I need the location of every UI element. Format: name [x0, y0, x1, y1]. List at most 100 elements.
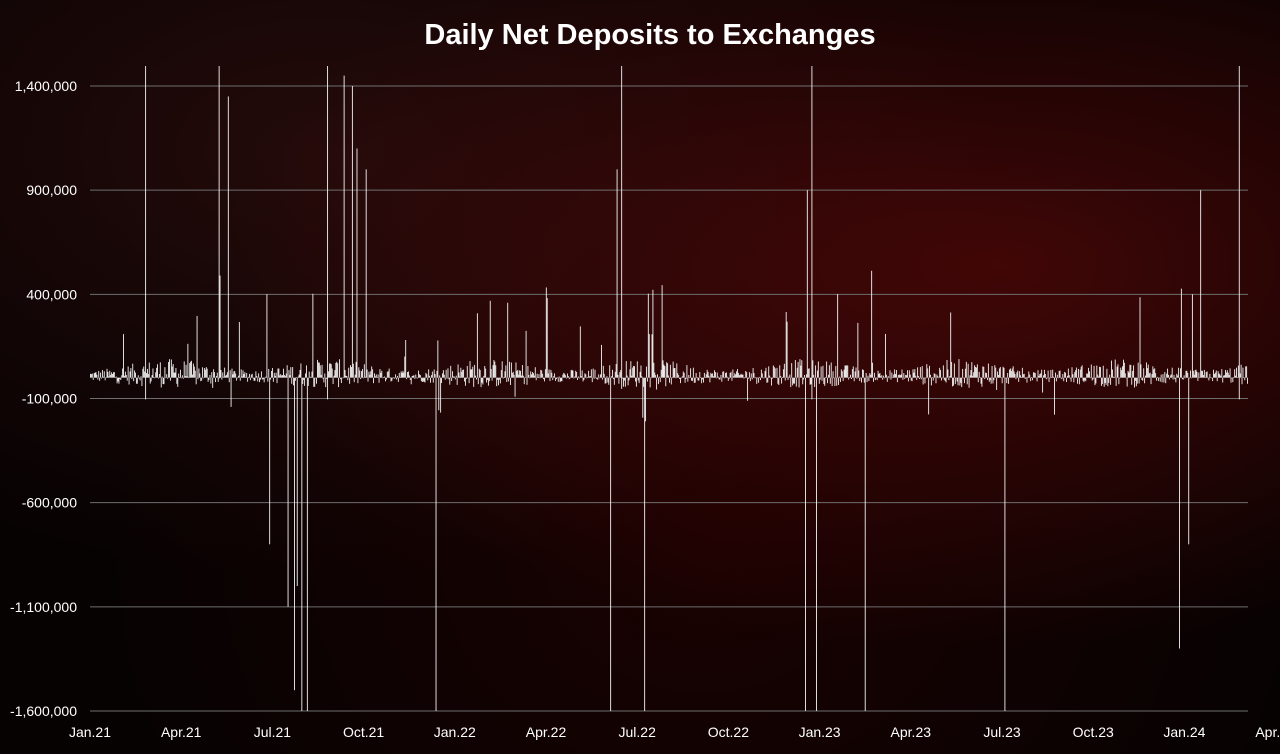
bar: [612, 377, 614, 380]
bar: [606, 376, 608, 378]
bar: [553, 376, 555, 378]
bar: [923, 377, 925, 379]
bar: [451, 377, 453, 381]
bar: [676, 363, 678, 378]
bar: [948, 377, 950, 381]
bar: [609, 365, 611, 378]
bar: [187, 343, 189, 378]
bar: [1049, 377, 1051, 379]
bar: [930, 377, 932, 386]
bar: [782, 369, 784, 378]
bar: [585, 374, 587, 378]
bar: [541, 370, 543, 378]
bar: [982, 366, 984, 378]
bar: [1019, 371, 1021, 378]
bar: [1158, 377, 1160, 379]
bar: [1201, 370, 1203, 378]
bar: [1065, 372, 1067, 378]
bar: [236, 377, 238, 381]
bar: [619, 372, 621, 378]
bar: [413, 375, 415, 378]
bar: [359, 370, 361, 378]
bar: [1097, 374, 1099, 378]
bar: [1108, 377, 1110, 383]
bar: [456, 377, 458, 385]
bar: [1229, 368, 1231, 378]
bar: [480, 377, 482, 388]
bar: [171, 366, 173, 378]
bar: [705, 374, 707, 378]
bar: [264, 377, 266, 379]
bar: [96, 374, 98, 378]
bar: [173, 372, 175, 378]
bar: [146, 368, 148, 378]
bar: [121, 375, 123, 378]
bar: [204, 369, 206, 378]
bar: [149, 377, 151, 384]
bar: [1060, 377, 1062, 379]
bar: [98, 370, 100, 378]
bar: [1138, 377, 1140, 384]
bar: [1143, 368, 1145, 378]
bar: [240, 369, 242, 378]
bar: [360, 377, 362, 380]
bar: [682, 371, 684, 378]
bar: [1194, 370, 1196, 378]
bar: [486, 377, 488, 383]
bar: [1007, 373, 1009, 378]
bar: [712, 373, 714, 378]
bar: [881, 375, 883, 378]
bar: [148, 362, 150, 378]
bar: [786, 321, 788, 378]
bar: [1150, 377, 1152, 385]
bar: [639, 371, 641, 378]
bar: [745, 370, 747, 378]
bar: [308, 371, 310, 378]
bar: [570, 370, 572, 378]
bar: [903, 373, 905, 378]
bar: [131, 377, 133, 380]
bar: [667, 363, 669, 378]
bar: [729, 373, 731, 378]
bar: [1204, 377, 1206, 378]
bar: [339, 359, 340, 378]
bar: [870, 374, 872, 378]
bar: [112, 372, 114, 378]
bar: [635, 377, 636, 382]
bar: [1171, 367, 1173, 378]
bar: [367, 377, 369, 382]
bar: [525, 330, 527, 378]
bar: [349, 377, 351, 384]
bar: [269, 377, 271, 545]
bar: [610, 377, 612, 711]
bar: [643, 377, 645, 387]
bar: [888, 377, 890, 379]
bar: [568, 377, 570, 380]
bar: [497, 377, 499, 380]
bar: [143, 366, 145, 378]
bar: [1094, 377, 1096, 386]
bar: [666, 362, 668, 378]
bar: [105, 377, 107, 378]
bar: [304, 377, 306, 386]
bar: [533, 375, 535, 378]
bar: [324, 373, 326, 378]
bar: [1192, 370, 1194, 378]
bar: [387, 371, 389, 378]
bar: [771, 377, 772, 386]
bar: [195, 377, 197, 385]
bar: [684, 377, 686, 383]
bar: [1244, 377, 1246, 381]
bar: [1216, 377, 1218, 382]
bar: [989, 377, 991, 381]
bar: [153, 376, 155, 378]
bar: [160, 377, 162, 388]
bar: [563, 372, 565, 378]
bar: [1174, 377, 1176, 380]
bar: [966, 377, 968, 385]
bar: [1024, 377, 1026, 379]
bar: [1118, 377, 1120, 385]
bar: [403, 372, 405, 378]
bar: [417, 377, 419, 379]
bar: [1075, 370, 1077, 378]
